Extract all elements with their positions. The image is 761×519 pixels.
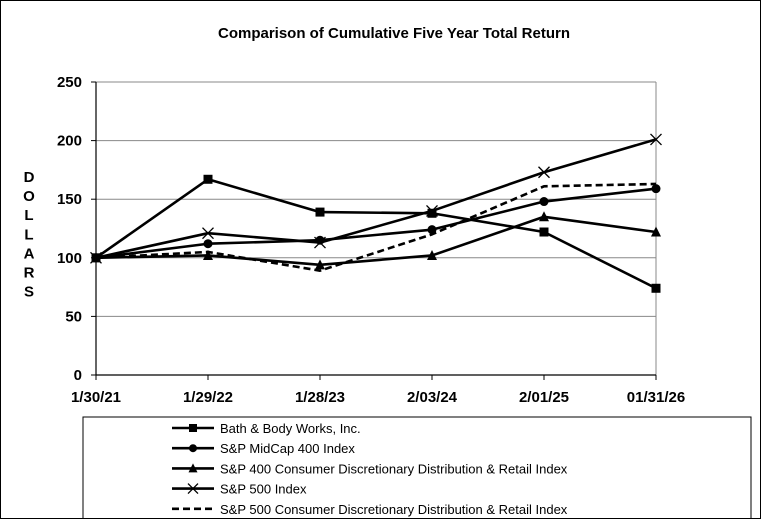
data-point-triangle bbox=[315, 259, 325, 270]
y-tick-label: 150 bbox=[57, 191, 82, 208]
data-point-square bbox=[651, 283, 661, 293]
x-tick-labels: 1/30/21 1/29/22 1/28/23 2/03/24 2/01/25 01/31… bbox=[71, 389, 685, 406]
legend-label: Bath & Body Works, Inc. bbox=[220, 421, 361, 436]
legend-label: S&P 500 Index bbox=[220, 482, 307, 497]
data-point-circle bbox=[189, 444, 197, 453]
legend-entry: S&P 500 Consumer Discretionary Distribut… bbox=[172, 502, 568, 517]
y-tick-labels: 0 50 100 150 200 250 bbox=[57, 74, 82, 384]
data-point-x bbox=[187, 483, 199, 495]
series-line bbox=[95, 182, 657, 272]
y-axis-label-letter: D bbox=[24, 169, 35, 186]
legend-entry: Bath & Body Works, Inc. bbox=[172, 421, 361, 436]
data-point-x-stroke bbox=[650, 133, 662, 146]
data-point-triangle bbox=[203, 249, 213, 260]
series-line bbox=[95, 215, 657, 267]
data-point-x bbox=[538, 166, 550, 179]
data-point-x bbox=[314, 236, 326, 249]
series-line bbox=[95, 187, 657, 260]
data-point-x bbox=[426, 204, 438, 217]
x-tick-label: 1/29/22 bbox=[183, 389, 233, 406]
data-point-triangle bbox=[539, 211, 549, 222]
axes bbox=[91, 81, 657, 380]
y-tick-label: 0 bbox=[74, 367, 82, 384]
legend-label: S&P 500 Consumer Discretionary Distribut… bbox=[220, 502, 568, 517]
data-point-square bbox=[315, 207, 325, 217]
data-point-circle bbox=[203, 239, 213, 249]
data-point-x-stroke bbox=[314, 236, 326, 249]
y-tick-label: 50 bbox=[65, 308, 82, 325]
series-line bbox=[95, 177, 657, 290]
y-axis-label-letter: O bbox=[23, 188, 35, 205]
y-axis-label-letter: S bbox=[24, 284, 34, 301]
data-point-x-stroke bbox=[538, 166, 550, 179]
series-2 bbox=[91, 184, 661, 263]
gridlines bbox=[96, 81, 657, 375]
y-axis-label-letter: L bbox=[24, 226, 33, 243]
legend-entry: S&P MidCap 400 Index bbox=[172, 441, 355, 456]
data-point-square bbox=[427, 208, 437, 218]
data-point-x-stroke bbox=[202, 227, 214, 240]
y-axis-label-letter: L bbox=[24, 207, 33, 224]
data-point-square bbox=[539, 227, 549, 237]
data-point-x-stroke bbox=[426, 204, 438, 217]
x-tick-label: 2/01/25 bbox=[519, 389, 569, 406]
data-point-triangle bbox=[427, 249, 437, 260]
x-tick-label: 2/03/24 bbox=[407, 389, 458, 406]
y-tick-label: 250 bbox=[57, 74, 82, 91]
chart-title: Comparison of Cumulative Five Year Total… bbox=[218, 25, 570, 42]
data-point-square bbox=[203, 174, 213, 184]
y-tick-label: 100 bbox=[57, 250, 82, 267]
legend-label: S&P MidCap 400 Index bbox=[220, 441, 355, 456]
data-point-circle bbox=[651, 184, 661, 194]
data-point-circle bbox=[539, 197, 549, 207]
data-point-x bbox=[202, 227, 214, 240]
legend-entry: S&P 500 Index bbox=[172, 482, 307, 497]
x-tick-label: 1/30/21 bbox=[71, 389, 121, 406]
data-point-circle bbox=[427, 225, 437, 235]
series-4 bbox=[90, 133, 662, 264]
x-tick-label: 01/31/26 bbox=[627, 389, 685, 406]
series-line bbox=[95, 138, 657, 260]
data-point-x bbox=[650, 133, 662, 146]
legend-label: S&P 400 Consumer Discretionary Distribut… bbox=[220, 461, 568, 476]
data-point-triangle bbox=[188, 463, 198, 473]
x-tick-label: 1/28/23 bbox=[295, 389, 345, 406]
y-axis-label-letter: R bbox=[24, 265, 35, 282]
legend-entry: S&P 400 Consumer Discretionary Distribut… bbox=[172, 461, 568, 476]
y-axis-label-letter: A bbox=[24, 245, 35, 262]
data-point-square bbox=[189, 424, 197, 432]
data-point-triangle bbox=[651, 226, 661, 237]
y-tick-label: 200 bbox=[57, 133, 82, 150]
series-5 bbox=[95, 182, 657, 272]
legend: Bath & Body Works, Inc. S&P MidCap 400 In… bbox=[82, 416, 752, 518]
series-group bbox=[90, 133, 662, 293]
data-point-x-stroke bbox=[187, 483, 199, 495]
